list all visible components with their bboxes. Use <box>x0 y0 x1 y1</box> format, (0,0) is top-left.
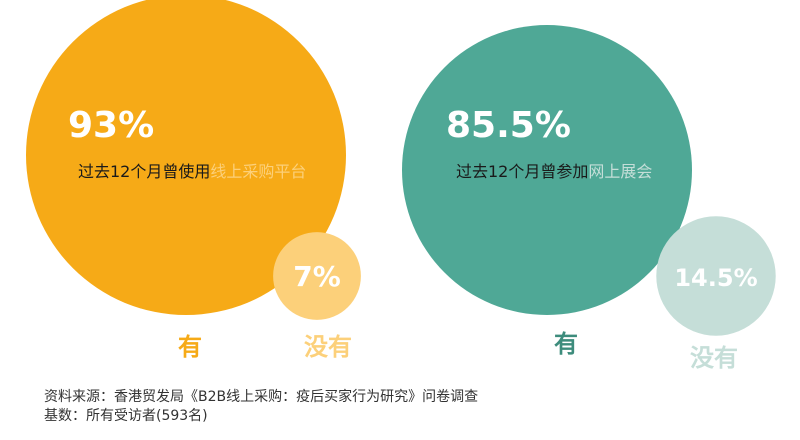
value-label-minor-1: 7% <box>293 260 341 293</box>
caption-highlight-1: 线上采购平台 <box>210 162 306 181</box>
category-label-1-1: 有 <box>178 333 202 361</box>
value-label-minor-2: 14.5% <box>674 264 757 292</box>
source-note: 资料来源：香港贸发局《B2B线上采购：疫后买家行为研究》问卷调查 基数：所有受访… <box>44 388 478 426</box>
category-label-2-1: 有 <box>554 330 578 358</box>
source-line: 资料来源：香港贸发局《B2B线上采购：疫后买家行为研究》问卷调查 <box>44 389 479 405</box>
bubble-minor-2 <box>656 216 776 336</box>
caption-2: 过去12个月曾参加网上展会 <box>456 162 652 181</box>
bubble-minor-1 <box>273 232 361 320</box>
value-label-major-2: 85.5% <box>446 105 571 146</box>
category-label-2-2: 没有 <box>690 344 738 372</box>
bubble-major-2 <box>402 25 692 315</box>
value-label-major-1: 93% <box>68 105 154 146</box>
base-line: 基数：所有受访者(593名) <box>44 408 208 424</box>
category-label-1-2: 没有 <box>304 333 352 361</box>
caption-highlight-2: 网上展会 <box>588 162 652 181</box>
caption-1: 过去12个月曾使用线上采购平台 <box>78 162 306 181</box>
caption-prefix-2: 过去12个月曾参加 <box>456 162 588 181</box>
bubble-major-1 <box>26 0 346 315</box>
caption-prefix-1: 过去12个月曾使用 <box>78 162 210 181</box>
